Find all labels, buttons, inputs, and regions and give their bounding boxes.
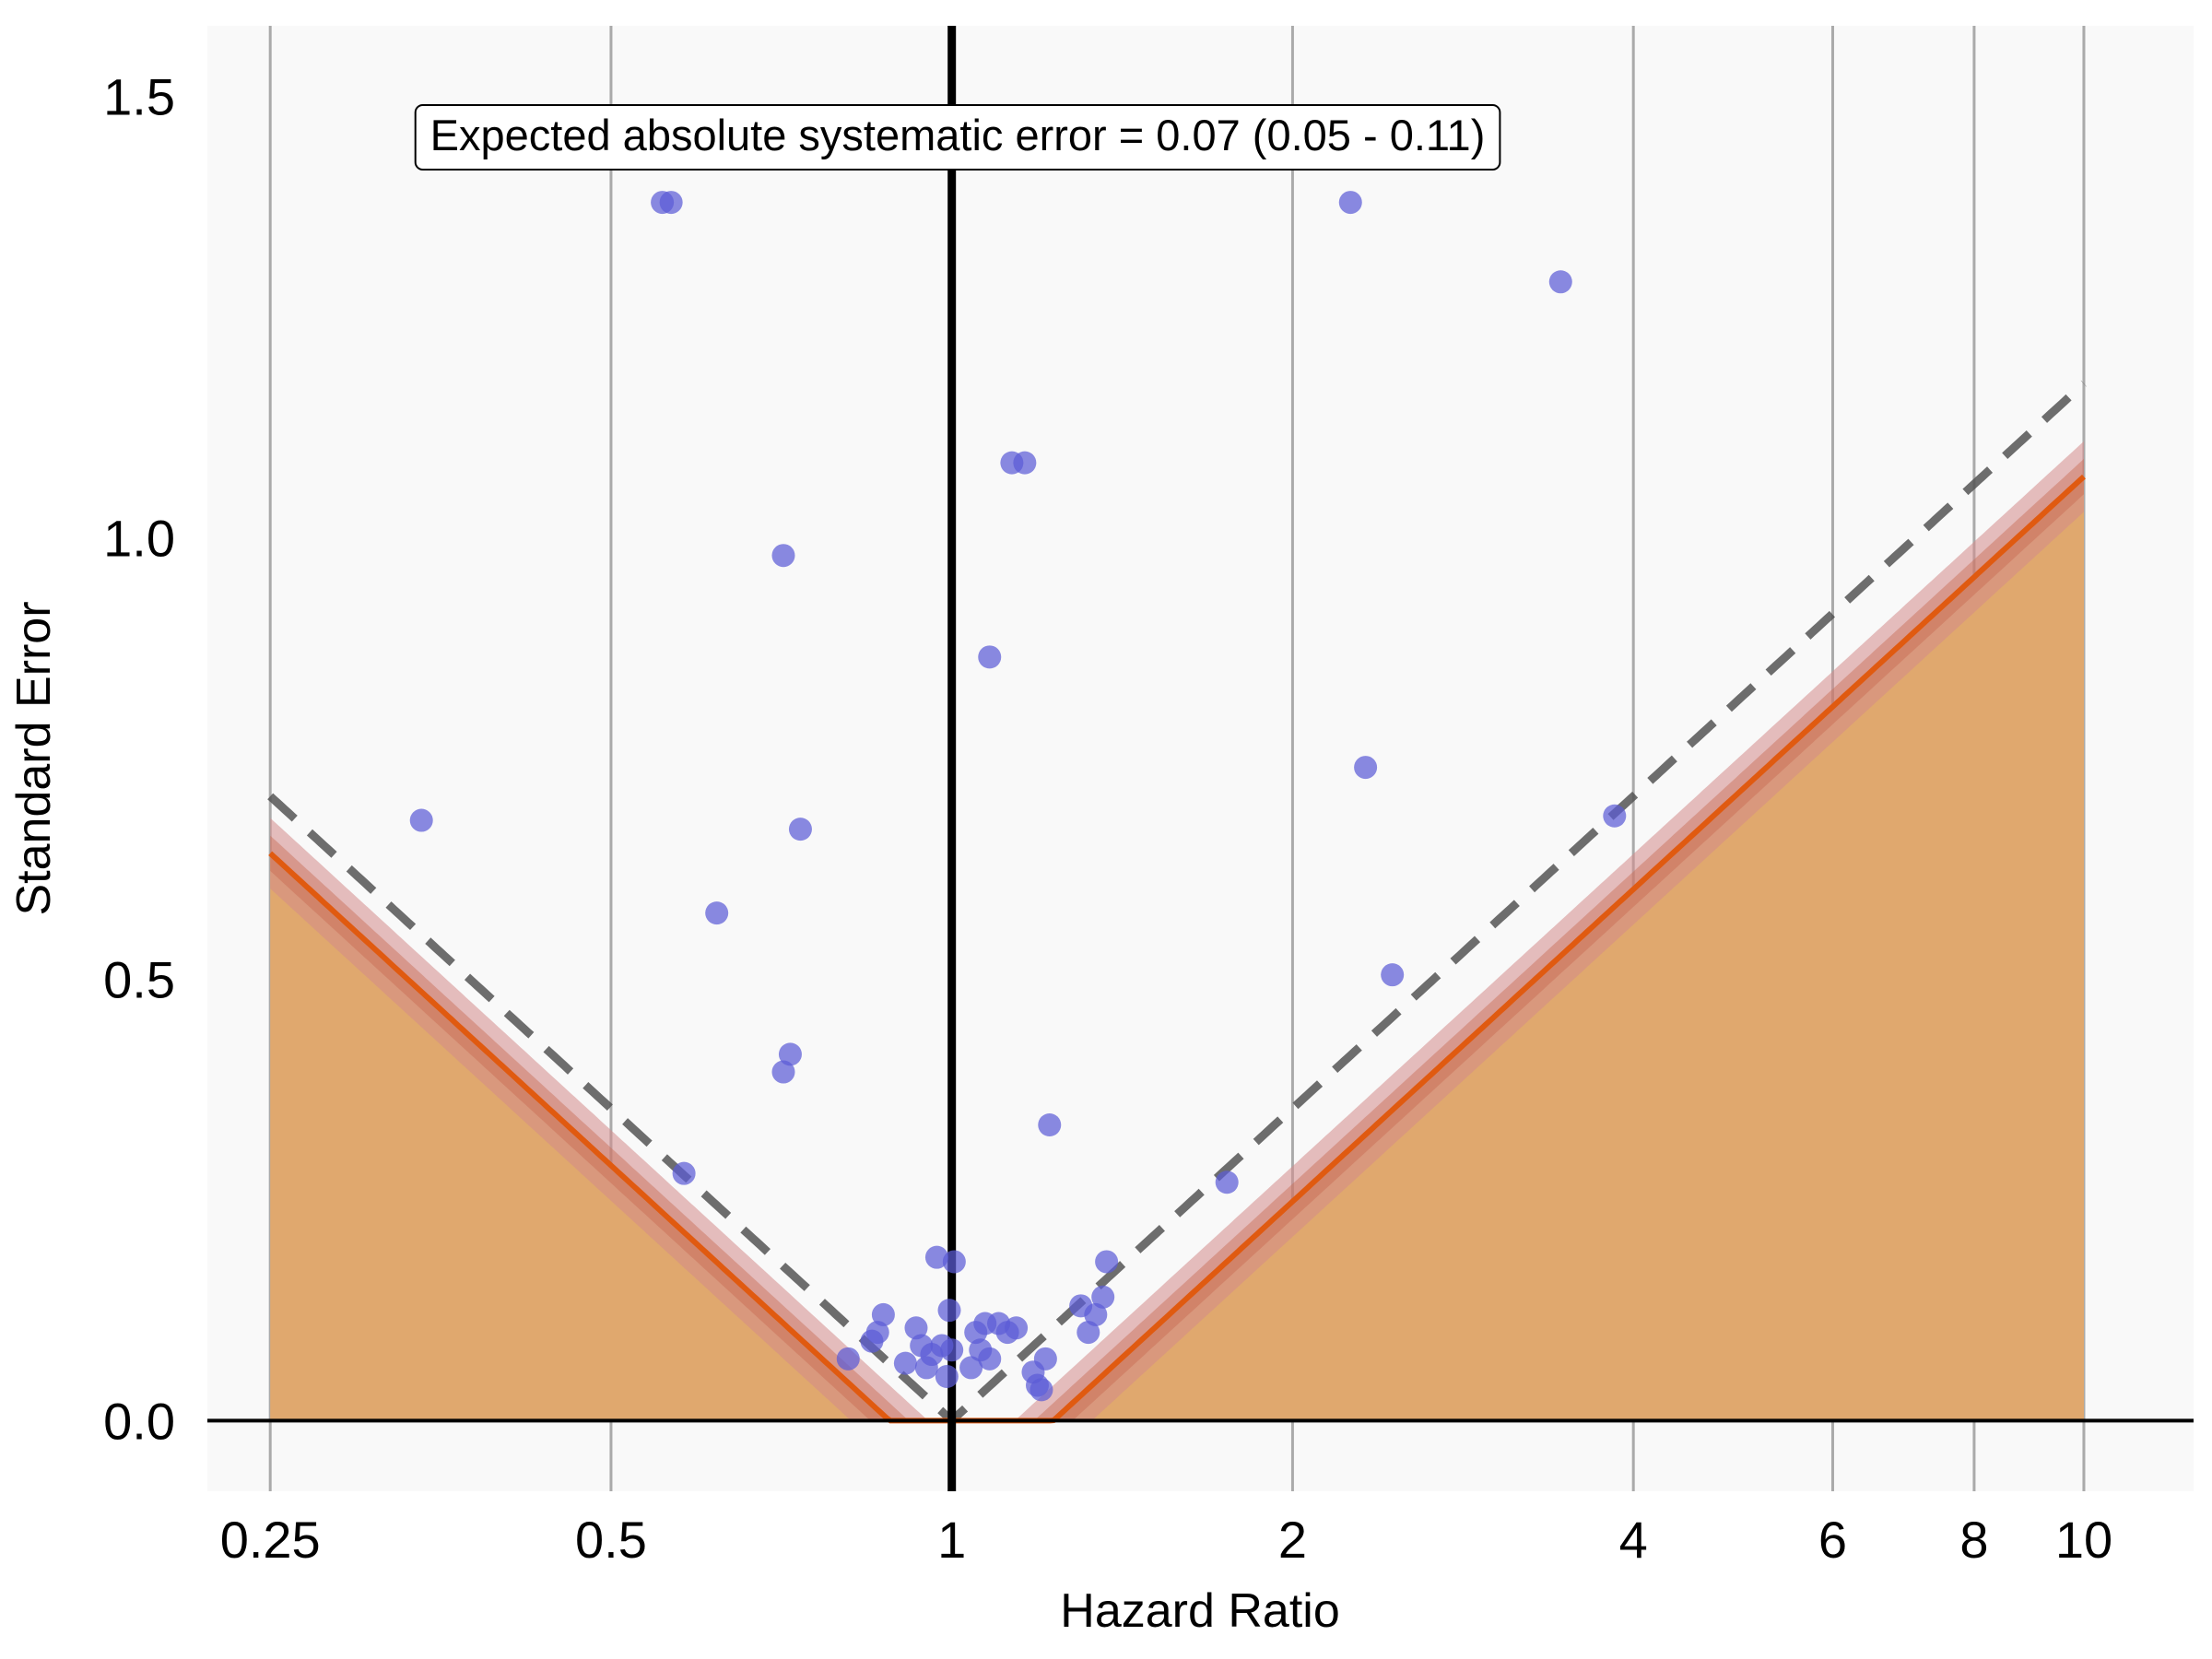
annotation-box: Expected absolute systematic error = 0.0… [414,104,1501,171]
estimate-point [705,901,729,925]
estimate-point [978,645,1002,669]
estimate-point [1038,1113,1062,1136]
estimate-point [871,1302,895,1326]
y-tick-label: 0.5 [103,950,175,1008]
estimate-points [409,191,1627,1402]
estimate-point [672,1161,696,1185]
calibration-fill [270,477,2085,1421]
axes [207,26,2194,1491]
annotation-text: Expected absolute systematic error = 0.0… [430,111,1486,159]
estimate-point [836,1347,860,1371]
estimate-point [940,1338,964,1362]
estimate-point [959,1356,983,1380]
x-axis-label: Hazard Ratio [1060,1584,1339,1638]
y-tick-label: 1.0 [103,510,175,568]
estimate-point [1354,756,1378,780]
estimate-point [1033,1347,1057,1371]
estimate-point [942,1250,966,1274]
ideal-funnel-dashed-line [267,380,2088,1426]
estimate-point [778,1042,802,1066]
calibration-line [268,474,2087,1424]
estimate-point [771,1060,795,1084]
estimate-point [937,1299,961,1323]
estimate-point [1030,1378,1053,1402]
x-tick-label: 4 [1619,1511,1648,1569]
estimate-point [1215,1171,1239,1194]
x-tick-label: 2 [1278,1511,1307,1569]
estimate-point [1381,963,1405,987]
x-tick-label: 0.5 [575,1511,647,1569]
estimate-point [1005,1316,1029,1340]
estimate-point [1603,804,1627,828]
estimate-point [1548,270,1572,294]
estimate-point [1091,1285,1115,1309]
estimate-point [904,1316,928,1340]
annotation-frame [414,104,1501,171]
estimate-point [1077,1321,1100,1345]
y-axis-label: Standard Error [7,601,61,915]
estimate-point [1095,1250,1119,1274]
estimate-point [771,544,795,568]
estimate-point [924,1245,948,1269]
tick-labels: 0.25 0.5 1 2 4 6 8 10 0.0 0.5 1.0 1.5 [103,68,2112,1569]
estimate-point [865,1321,889,1345]
y-tick-label: 1.5 [103,68,175,126]
x-tick-label: 8 [1959,1511,1988,1569]
calibration-area [267,380,2088,1426]
y-tick-label: 0.0 [103,1392,175,1450]
estimate-point [409,808,433,832]
estimate-point [659,191,683,215]
x-tick-label: 6 [1818,1511,1847,1569]
x-tick-label: 0.25 [220,1511,321,1569]
estimate-point [893,1351,917,1375]
estimate-point [978,1347,1002,1371]
x-tick-label: 10 [2055,1511,2112,1569]
estimate-point [935,1364,959,1388]
estimate-point [788,818,812,841]
x-tick-label: 1 [937,1511,966,1569]
estimate-point [1338,191,1362,215]
estimate-point [1084,1302,1108,1326]
estimate-point [1013,451,1037,475]
